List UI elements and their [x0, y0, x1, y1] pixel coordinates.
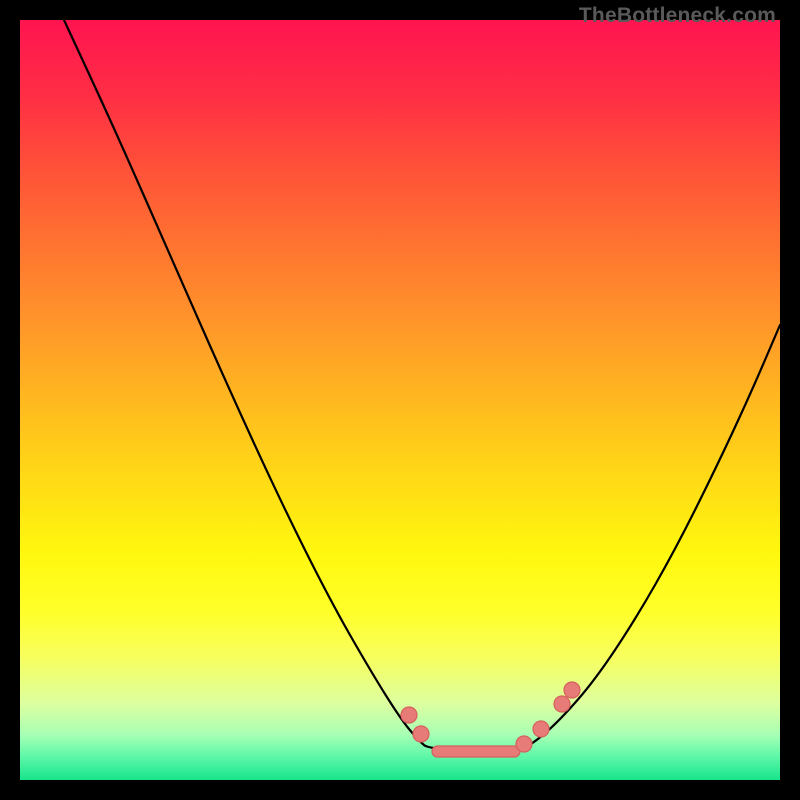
watermark-text: TheBottleneck.com — [579, 4, 776, 28]
chart-frame: TheBottleneck.com — [0, 0, 800, 800]
marker-point — [554, 696, 570, 712]
marker-flat-bar — [432, 746, 520, 757]
curve-layer — [20, 20, 780, 780]
plot-area — [20, 20, 780, 780]
marker-point — [401, 707, 417, 723]
marker-point — [533, 721, 549, 737]
marker-point — [413, 726, 429, 742]
bottleneck-curve — [64, 20, 780, 750]
marker-point — [516, 736, 532, 752]
marker-point — [564, 682, 580, 698]
